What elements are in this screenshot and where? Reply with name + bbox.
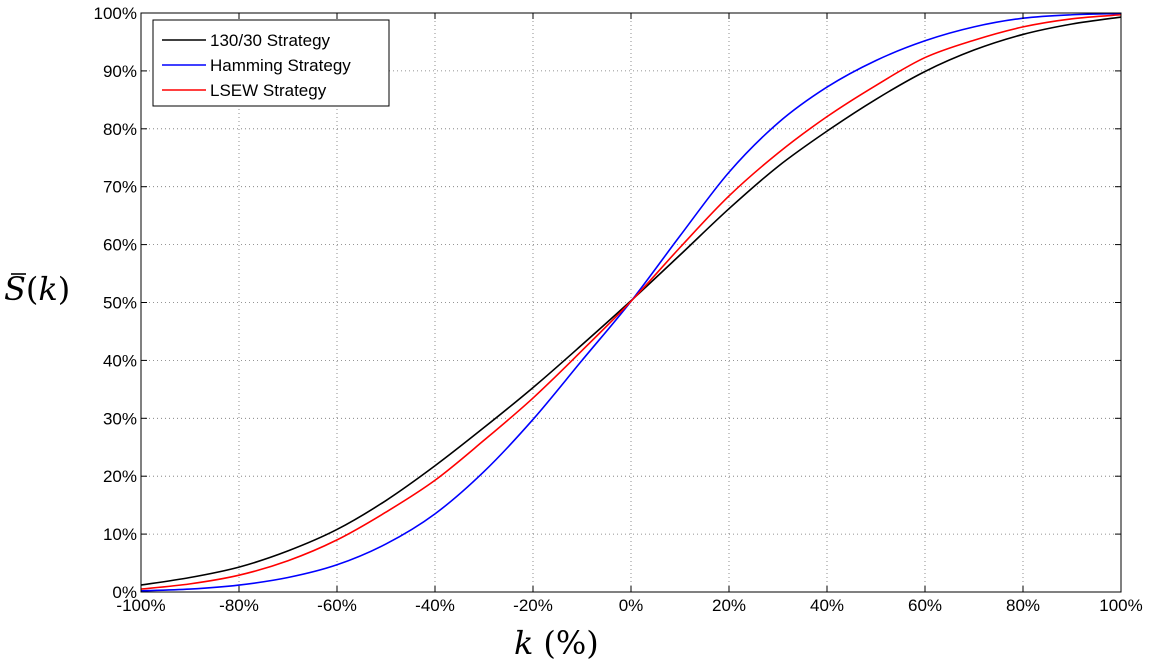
y-tick-label: 0%: [112, 583, 137, 602]
y-tick-label: 90%: [103, 62, 137, 81]
x-tick-label: -20%: [513, 596, 553, 615]
x-tick-label: 0%: [619, 596, 644, 615]
y-tick-label: 20%: [103, 467, 137, 486]
x-tick-label: 60%: [908, 596, 942, 615]
y-tick-label: 30%: [103, 409, 137, 428]
legend: 130/30 Strategy Hamming Strategy LSEW St…: [152, 19, 390, 107]
grid-lines: [141, 13, 1121, 592]
legend-label-lsew: LSEW Strategy: [210, 81, 327, 100]
series-lsew-line: [140, 13, 1122, 590]
legend-box: [152, 19, 390, 107]
y-axis-label: S(k): [4, 270, 70, 308]
x-tick-label: 20%: [712, 596, 746, 615]
y-tick-label: 40%: [103, 351, 137, 370]
x-tick-label: -40%: [415, 596, 455, 615]
x-tick-label: 80%: [1006, 596, 1040, 615]
legend-label-130-30: 130/30 Strategy: [210, 31, 331, 50]
legend-label-hamming: Hamming Strategy: [210, 56, 351, 75]
y-tick-label: 80%: [103, 120, 137, 139]
x-tick-label: -60%: [317, 596, 357, 615]
y-axis-label-text: S(k): [4, 270, 70, 308]
axis-ticks: [140, 12, 1122, 593]
axis-tick-labels: -100% -80% -60% -40% -20% 0% 20% 40% 60% 80% 100% 0…: [94, 4, 1143, 615]
x-axis-label: k (%): [514, 624, 599, 662]
x-tick-label: -80%: [219, 596, 259, 615]
y-tick-label: 100%: [94, 4, 137, 23]
y-tick-label: 10%: [103, 525, 137, 544]
x-axis-label-text: k (%): [514, 624, 599, 662]
y-tick-label: 50%: [103, 294, 137, 313]
x-tick-label: 100%: [1099, 596, 1142, 615]
y-tick-label: 60%: [103, 236, 137, 255]
x-tick-label: -100%: [116, 596, 165, 615]
series-lines: [140, 12, 1122, 592]
y-tick-label: 70%: [103, 178, 137, 197]
x-tick-label: 40%: [810, 596, 844, 615]
